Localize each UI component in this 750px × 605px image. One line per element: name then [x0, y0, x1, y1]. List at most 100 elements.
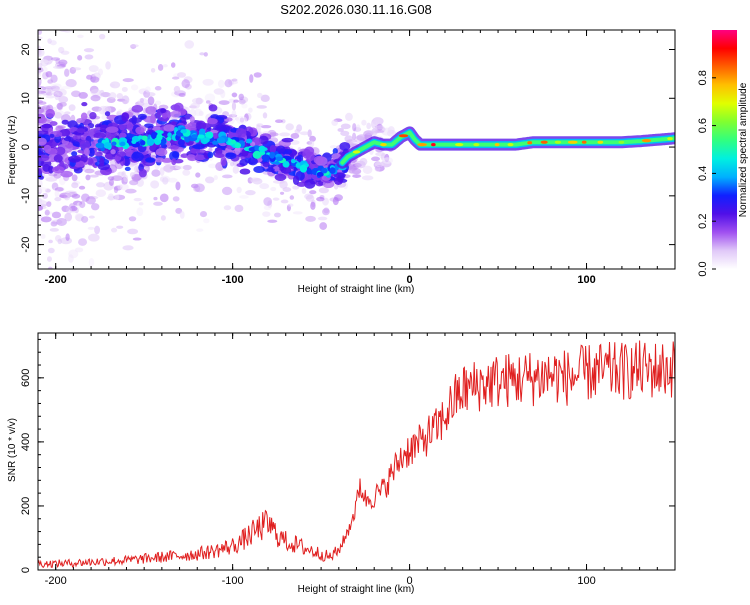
- spectrogram-noise-cell: [231, 92, 238, 98]
- spectrogram-noise-cell: [160, 215, 166, 221]
- spectrogram-noise-cell: [248, 107, 253, 113]
- spectrogram-bright-cell: [131, 139, 137, 144]
- spectrogram-noise-cell: [294, 129, 301, 135]
- y-tick-label: -10: [20, 188, 32, 204]
- ridge-hotspot: [431, 143, 436, 147]
- spectrogram-noise-cell: [232, 165, 240, 174]
- spectrogram-bright-cell: [290, 158, 296, 164]
- spectrogram-noise-cell: [113, 186, 119, 194]
- spectrogram-bright-cell: [306, 168, 312, 175]
- spectrogram-band-cell: [145, 157, 156, 163]
- spectrogram-band-cell: [170, 110, 182, 118]
- spectrogram-band-cell: [41, 123, 52, 129]
- spectrogram-bright-cell: [329, 167, 336, 174]
- spectrogram-noise-cell: [249, 74, 254, 83]
- colorbar-tick-label: 0.4: [697, 166, 709, 181]
- spectrogram-band-cell: [49, 133, 55, 138]
- ridge-hotspot: [540, 140, 548, 144]
- spectrogram-noise-cell: [345, 112, 353, 121]
- spectrogram-noise-cell: [172, 196, 180, 202]
- spectrogram-noise-cell: [205, 100, 211, 104]
- spectrogram-x-axis-label: Height of straight line (km): [298, 284, 415, 295]
- spectrogram-noise-cell: [285, 123, 294, 131]
- spectrogram-noise-cell: [51, 211, 62, 219]
- spectrogram-noise-cell: [231, 78, 238, 82]
- spectrogram-noise-cell: [375, 125, 385, 130]
- spectrogram-noise-cell: [202, 78, 214, 86]
- spectrogram-noise-cell: [83, 48, 95, 53]
- spectrogram-noise-cell: [47, 38, 52, 44]
- spectrogram-noise-cell: [81, 215, 89, 223]
- y-tick-label: 20: [20, 43, 32, 55]
- spectrogram-noise-cell: [78, 238, 88, 246]
- spectrogram-band-cell: [239, 168, 251, 175]
- spectrogram-bright-cell: [212, 140, 219, 145]
- spectrogram-band-cell: [145, 106, 157, 115]
- spectrogram-noise-cell: [374, 165, 381, 172]
- spectrogram-field: [38, 30, 675, 269]
- spectrogram-noise-cell: [319, 222, 328, 230]
- snr-x-axis-label: Height of straight line (km): [298, 584, 415, 595]
- spectrogram-bright-cell: [258, 145, 266, 153]
- spectrogram-noise-cell: [153, 196, 158, 201]
- spectrogram-noise-cell: [301, 187, 307, 195]
- spectrogram-band-cell: [250, 141, 256, 147]
- spectrogram-band-cell: [339, 141, 351, 151]
- spectrogram-noise-cell: [222, 174, 233, 179]
- spectrogram-noise-cell: [129, 44, 139, 48]
- spectrogram-noise-cell: [44, 187, 51, 194]
- spectrogram-noise-cell: [38, 198, 45, 205]
- spectrogram-noise-cell: [238, 98, 246, 105]
- spectrogram-noise-cell: [117, 109, 123, 114]
- x-tick-label: 100: [577, 274, 595, 286]
- spectrogram-noise-cell: [88, 258, 95, 267]
- spectrogram-noise-cell: [58, 95, 69, 104]
- spectrogram-band-cell: [89, 112, 97, 120]
- spectrogram-noise-cell: [50, 57, 61, 61]
- spectrogram-noise-cell: [64, 68, 70, 77]
- spectrogram-noise-cell: [249, 177, 261, 182]
- ridge-hotspot: [667, 137, 673, 141]
- spectrogram-noise-cell: [224, 79, 233, 88]
- spectrogram-noise-cell: [38, 36, 43, 40]
- spectrogram-band-cell: [38, 154, 50, 162]
- spectrogram-bright-cell: [282, 161, 290, 168]
- spectrogram-noise-cell: [236, 186, 242, 194]
- colorbar-tick-label: 0.8: [697, 70, 709, 85]
- colorbar-gradient: [712, 30, 737, 269]
- x-tick-label: 100: [577, 575, 595, 587]
- spectrogram-noise-cell: [245, 190, 256, 196]
- spectrogram-noise-cell: [356, 134, 368, 141]
- spectrogram-band-cell: [160, 108, 167, 114]
- spectrogram-noise-cell: [57, 238, 62, 245]
- spectrogram-band-cell: [269, 144, 277, 154]
- spectrogram-noise-cell: [132, 237, 142, 241]
- spectrogram-noise-cell: [84, 54, 94, 60]
- spectrogram-noise-cell: [38, 62, 43, 69]
- spectrogram-noise-cell: [46, 201, 52, 207]
- spectrogram-noise-cell: [163, 164, 174, 173]
- spectrogram-band-cell: [105, 152, 112, 160]
- spectrogram-band-cell: [60, 170, 73, 178]
- ridge-hotspot: [618, 140, 625, 144]
- spectrogram-noise-cell: [107, 176, 115, 181]
- spectrogram-noise-cell: [329, 145, 338, 149]
- spectrogram-noise-cell: [136, 207, 144, 217]
- spectrogram-noise-cell: [263, 205, 272, 211]
- spectrogram-noise-cell: [196, 228, 204, 232]
- spectrogram-noise-cell: [309, 135, 316, 142]
- spectrogram-noise-cell: [231, 101, 237, 111]
- spectrogram-noise-cell: [348, 169, 359, 174]
- spectrogram-noise-cell: [47, 79, 54, 84]
- snr-y-axis-label: SNR (10 * v/v): [7, 418, 18, 482]
- spectrogram-noise-cell: [38, 30, 43, 35]
- x-tick-label: 0: [407, 575, 413, 587]
- colorbar: 0.0 0.2 0.4 0.6 0.8 Normalized spectral ampl…: [697, 30, 749, 277]
- spectrogram-noise-cell: [68, 254, 74, 263]
- spectrogram-band-cell: [173, 102, 184, 112]
- ridge-hotspot: [641, 139, 652, 143]
- spectrogram-noise-cell: [77, 55, 83, 61]
- spectrogram-noise-cell: [362, 165, 373, 174]
